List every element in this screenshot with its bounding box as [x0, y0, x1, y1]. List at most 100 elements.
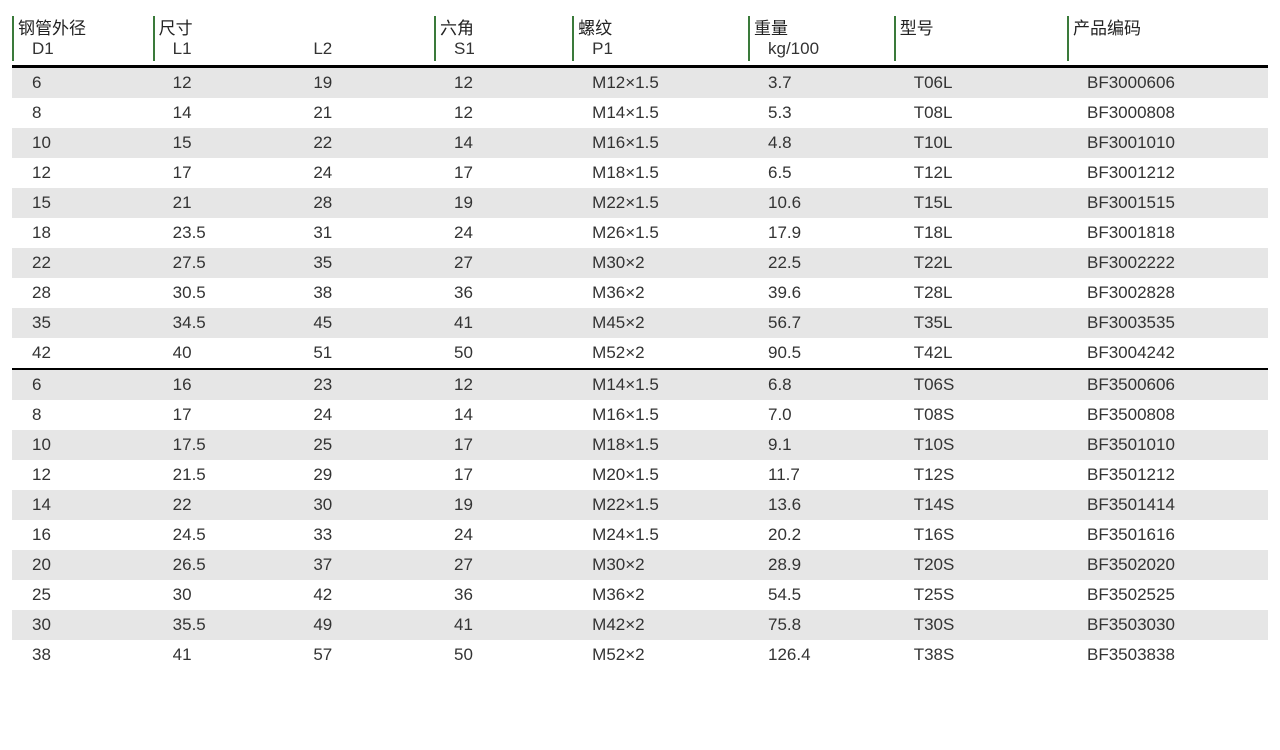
table-cell: 41	[434, 610, 572, 640]
table-cell: 5.3	[748, 98, 894, 128]
table-cell: 24	[293, 158, 434, 188]
table-row: 8142112M14×1.55.3T08LBF3000808	[12, 98, 1268, 128]
table-cell: 12	[434, 369, 572, 400]
table-cell: M36×2	[572, 580, 748, 610]
table-cell: 30	[153, 580, 294, 610]
table-cell: 24	[434, 520, 572, 550]
table-cell: 36	[434, 580, 572, 610]
table-cell: 19	[434, 188, 572, 218]
table-cell: BF3002222	[1067, 248, 1268, 278]
table-cell: 22.5	[748, 248, 894, 278]
table-cell: 10	[12, 430, 153, 460]
table-cell: 27	[434, 248, 572, 278]
table-cell: 57	[293, 640, 434, 670]
table-cell: T16S	[894, 520, 1067, 550]
col-sub-weight: kg/100	[748, 39, 894, 67]
table-cell: T10L	[894, 128, 1067, 158]
col-header-code: 产品编码	[1067, 10, 1268, 39]
table-cell: T42L	[894, 338, 1067, 369]
table-cell: 126.4	[748, 640, 894, 670]
table-cell: 18	[12, 218, 153, 248]
table-cell: BF3001010	[1067, 128, 1268, 158]
table-cell: 22	[293, 128, 434, 158]
table-cell: 17	[434, 430, 572, 460]
table-cell: 34.5	[153, 308, 294, 338]
table-cell: 3.7	[748, 67, 894, 99]
table-cell: M22×1.5	[572, 490, 748, 520]
table-cell: 8	[12, 400, 153, 430]
col-header-blank	[293, 10, 434, 39]
table-cell: 14	[434, 128, 572, 158]
table-cell: 20.2	[748, 520, 894, 550]
col-sub-s1: S1	[434, 39, 572, 67]
table-cell: BF3003535	[1067, 308, 1268, 338]
table-cell: 14	[12, 490, 153, 520]
table-cell: M14×1.5	[572, 369, 748, 400]
table-cell: M20×1.5	[572, 460, 748, 490]
table-cell: M26×1.5	[572, 218, 748, 248]
table-cell: 14	[153, 98, 294, 128]
table-cell: 28	[293, 188, 434, 218]
table-row: 8172414M16×1.57.0T08SBF3500808	[12, 400, 1268, 430]
table-cell: 42	[12, 338, 153, 369]
table-row: 12172417M18×1.56.5T12LBF3001212	[12, 158, 1268, 188]
table-cell: 19	[293, 67, 434, 99]
table-cell: 49	[293, 610, 434, 640]
col-sub-blank1	[894, 39, 1067, 67]
table-cell: BF3001818	[1067, 218, 1268, 248]
table-cell: M30×2	[572, 550, 748, 580]
table-cell: 30.5	[153, 278, 294, 308]
table-cell: 25	[12, 580, 153, 610]
table-row: 10152214M16×1.54.8T10LBF3001010	[12, 128, 1268, 158]
col-header-hex-group: 六角	[434, 10, 572, 39]
table-cell: M36×2	[572, 278, 748, 308]
table-cell: 11.7	[748, 460, 894, 490]
col-sub-l2: L2	[293, 39, 434, 67]
table-row: 42405150M52×290.5T42LBF3004242	[12, 338, 1268, 369]
table-cell: 35.5	[153, 610, 294, 640]
col-header-thread-group: 螺纹	[572, 10, 748, 39]
table-cell: 16	[12, 520, 153, 550]
table-cell: 9.1	[748, 430, 894, 460]
table-cell: BF3501010	[1067, 430, 1268, 460]
table-cell: M22×1.5	[572, 188, 748, 218]
table-cell: 13.6	[748, 490, 894, 520]
table-cell: 42	[293, 580, 434, 610]
table-cell: 12	[434, 67, 572, 99]
table-row: 2026.53727M30×228.9T20SBF3502020	[12, 550, 1268, 580]
table-cell: 41	[153, 640, 294, 670]
table-row: 15212819M22×1.510.6T15LBF3001515	[12, 188, 1268, 218]
table-cell: 27.5	[153, 248, 294, 278]
table-cell: 50	[434, 338, 572, 369]
spec-table: 钢管外径 尺寸 六角 螺纹 重量 型号 产品编码 D1 L1 L2 S1 P1 …	[12, 10, 1268, 670]
table-cell: BF3502525	[1067, 580, 1268, 610]
table-cell: M52×2	[572, 338, 748, 369]
table-cell: BF3502020	[1067, 550, 1268, 580]
table-row: 25304236M36×254.5T25SBF3502525	[12, 580, 1268, 610]
table-cell: 24	[434, 218, 572, 248]
table-cell: 22	[153, 490, 294, 520]
col-sub-p1: P1	[572, 39, 748, 67]
table-cell: 24.5	[153, 520, 294, 550]
table-cell: BF3501616	[1067, 520, 1268, 550]
table-cell: M12×1.5	[572, 67, 748, 99]
table-cell: BF3002828	[1067, 278, 1268, 308]
table-cell: M16×1.5	[572, 128, 748, 158]
table-row: 1017.52517M18×1.59.1T10SBF3501010	[12, 430, 1268, 460]
table-row: 6162312M14×1.56.8T06SBF3500606	[12, 369, 1268, 400]
table-cell: 28.9	[748, 550, 894, 580]
col-header-weight-group: 重量	[748, 10, 894, 39]
col-header-model: 型号	[894, 10, 1067, 39]
table-cell: BF3500808	[1067, 400, 1268, 430]
table-row: 3534.54541M45×256.7T35LBF3003535	[12, 308, 1268, 338]
table-cell: T18L	[894, 218, 1067, 248]
table-row: 6121912M12×1.53.7T06LBF3000606	[12, 67, 1268, 99]
table-cell: 10	[12, 128, 153, 158]
table-cell: 36	[434, 278, 572, 308]
table-cell: 17.9	[748, 218, 894, 248]
table-cell: 17	[153, 158, 294, 188]
table-cell: 17	[434, 158, 572, 188]
table-row: 38415750M52×2126.4T38SBF3503838	[12, 640, 1268, 670]
table-row: 3035.54941M42×275.8T30SBF3503030	[12, 610, 1268, 640]
table-cell: 38	[12, 640, 153, 670]
